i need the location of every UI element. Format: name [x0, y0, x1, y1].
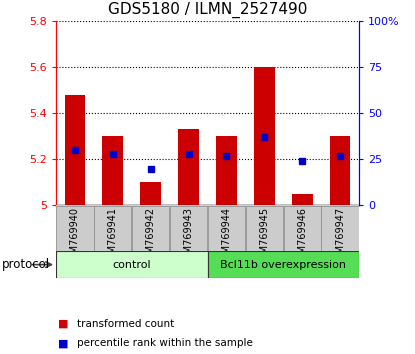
Bar	[208, 251, 359, 278]
Text: transformed count: transformed count	[77, 319, 174, 329]
Bar	[216, 136, 237, 205]
Text: GSM769943: GSM769943	[183, 207, 193, 266]
Text: ■: ■	[58, 338, 68, 348]
Bar	[140, 182, 161, 205]
Bar	[292, 194, 312, 205]
Bar	[246, 206, 283, 251]
Text: Bcl11b overexpression: Bcl11b overexpression	[220, 259, 346, 270]
Text: GSM769942: GSM769942	[146, 207, 156, 266]
Bar	[208, 206, 245, 251]
Bar	[132, 206, 169, 251]
Bar	[65, 95, 85, 205]
Text: protocol: protocol	[2, 258, 50, 271]
Text: GSM769940: GSM769940	[70, 207, 80, 266]
Text: GSM769944: GSM769944	[222, 207, 232, 266]
Text: percentile rank within the sample: percentile rank within the sample	[77, 338, 253, 348]
Bar	[322, 206, 359, 251]
Bar	[94, 206, 132, 251]
Title: GDS5180 / ILMN_2527490: GDS5180 / ILMN_2527490	[108, 2, 307, 18]
Text: GSM769947: GSM769947	[335, 207, 345, 266]
Text: GSM769945: GSM769945	[259, 207, 269, 266]
Text: control: control	[112, 259, 151, 270]
Bar	[170, 206, 207, 251]
Text: GSM769941: GSM769941	[108, 207, 118, 266]
Bar	[283, 206, 321, 251]
Text: GSM769946: GSM769946	[297, 207, 307, 266]
Bar	[103, 136, 123, 205]
Bar	[178, 129, 199, 205]
Bar	[254, 67, 275, 205]
Bar	[56, 206, 93, 251]
Bar	[330, 136, 350, 205]
Text: ■: ■	[58, 319, 68, 329]
Bar	[56, 251, 208, 278]
